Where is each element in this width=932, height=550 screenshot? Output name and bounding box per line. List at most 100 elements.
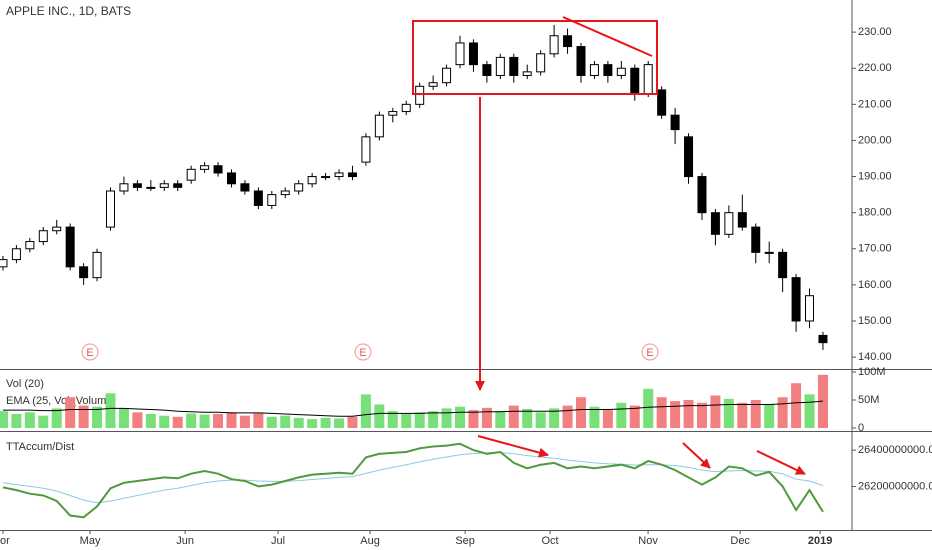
earnings-marker[interactable]: E (354, 343, 372, 361)
candle-body (509, 56, 519, 76)
candle-body (186, 168, 196, 181)
x-tick-label: Aug (360, 535, 380, 547)
volume-bar (387, 411, 398, 428)
volume-bar (750, 400, 761, 428)
volume-bar (334, 418, 345, 428)
candle-body (724, 212, 734, 235)
volume-bar (307, 419, 318, 428)
candle-body (657, 89, 667, 116)
volume-bar (266, 416, 277, 428)
candle-body (710, 212, 720, 235)
volume-bar (38, 415, 49, 428)
volume-bar (656, 397, 667, 428)
volume-bar (360, 394, 371, 428)
chart-title: APPLE INC., 1D, BATS (6, 4, 131, 18)
y-tick-label: 100M (858, 366, 886, 378)
volume-bar (764, 404, 775, 428)
volume-bar (293, 417, 304, 428)
volume-bar (441, 408, 452, 428)
volume-bar (145, 413, 156, 428)
candle-body (791, 277, 801, 322)
candle-body (684, 136, 694, 178)
y-tick-label: 190.00 (858, 170, 892, 182)
candle-body (240, 183, 250, 192)
volume-bar (213, 413, 224, 428)
volume-bar (589, 406, 600, 428)
earnings-circle (641, 343, 659, 361)
volume-bar (522, 408, 533, 428)
indicator-title: TTAccum/Dist (6, 441, 74, 453)
candle-body (119, 183, 129, 192)
candle-body (307, 176, 317, 185)
candle-body (213, 165, 223, 174)
y-tick-label: 210.00 (858, 98, 892, 110)
candle-body (321, 176, 331, 179)
x-tick-label: Dec (730, 535, 750, 547)
annotation-box (412, 20, 658, 95)
volume-bar (535, 412, 546, 428)
volume-bar (575, 397, 586, 428)
volume-bar (239, 415, 250, 428)
x-tick-label: 2019 (808, 535, 832, 547)
candle-body (374, 114, 384, 138)
volume-bar (159, 415, 170, 428)
earnings-circle (354, 343, 372, 361)
y-tick-label: 26200000000.0000 (858, 480, 932, 492)
volume-bar (374, 404, 385, 428)
candle-body (280, 190, 290, 196)
candle-body (536, 53, 546, 73)
volume-bar (683, 400, 694, 428)
volume-bar (24, 412, 35, 428)
volume-bar (401, 413, 412, 428)
volume-bar (428, 411, 439, 428)
candle-body (253, 190, 263, 206)
candle-body (146, 186, 156, 189)
annotation-arrow (756, 450, 806, 475)
volume-bar (562, 405, 573, 428)
candle-body (818, 334, 828, 344)
y-tick-label: 200.00 (858, 134, 892, 146)
candle-body (401, 103, 411, 113)
x-tick-label: Jun (176, 535, 194, 547)
earnings-label: E (86, 347, 93, 359)
volume-bar (710, 395, 721, 428)
candle-body (589, 64, 599, 76)
earnings-label: E (359, 347, 366, 359)
candle-body (697, 176, 707, 214)
volume-bar (643, 388, 654, 428)
y-tick-label: 150.00 (858, 315, 892, 327)
volume-bar (508, 405, 519, 428)
indicator-line (2, 442, 824, 519)
candle-body (52, 226, 62, 232)
candle-body (159, 183, 169, 188)
volume-bar (804, 394, 815, 428)
earnings-marker[interactable]: E (81, 343, 99, 361)
y-tick-label: 140.00 (858, 351, 892, 363)
volume-bar (791, 383, 802, 428)
volume-bar (616, 402, 627, 428)
annotation-arrow (477, 435, 549, 458)
candle-body (92, 251, 102, 279)
candle-body (11, 248, 21, 261)
volume-bar (92, 406, 103, 428)
candle-body (455, 42, 465, 66)
candle-body (200, 165, 210, 170)
candle-body (65, 226, 75, 268)
volume-bar (320, 417, 331, 428)
volume-bar (347, 416, 358, 428)
annotations (412, 16, 806, 475)
volume-bar (455, 406, 466, 428)
candle-body (643, 64, 653, 95)
earnings-marker[interactable]: E (641, 343, 659, 361)
y-tick-label: 170.00 (858, 243, 892, 255)
candle-body (805, 295, 815, 322)
volume-bar (132, 412, 143, 428)
candle-body (0, 259, 8, 268)
volume-bar (105, 393, 116, 428)
y-tick-label: 160.00 (858, 279, 892, 291)
candle-body (415, 85, 425, 105)
volume-bar (253, 413, 264, 428)
candle-body (670, 114, 680, 131)
candle-body (495, 56, 505, 76)
